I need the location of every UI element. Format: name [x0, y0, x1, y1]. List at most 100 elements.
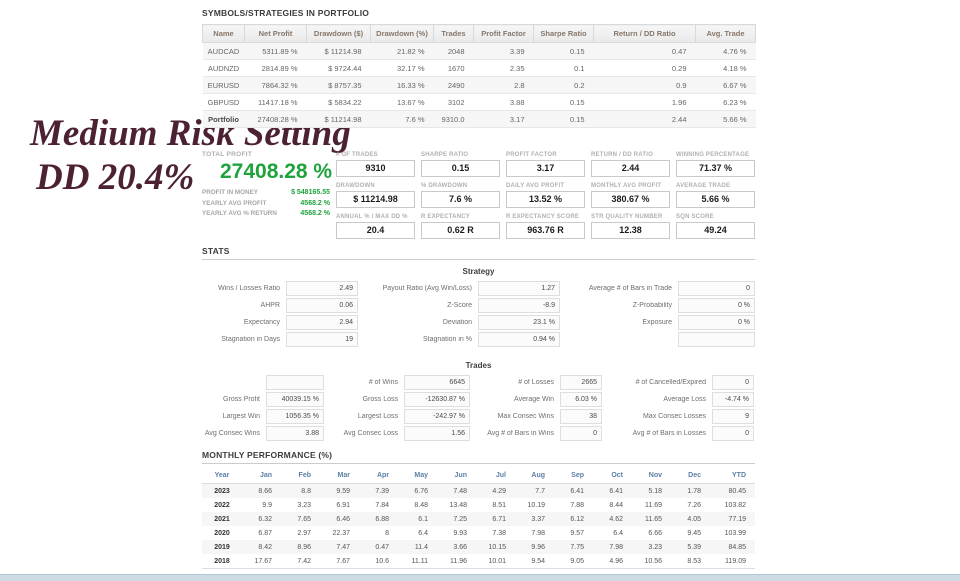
column-header: Year — [202, 467, 242, 484]
column-header: Oct — [593, 467, 632, 484]
kpi-value: 963.76 R — [506, 222, 585, 239]
value-cell: 1.96 — [593, 93, 696, 111]
row-label-cell: 2020 — [214, 529, 230, 537]
value-cell: 103.99 — [724, 529, 746, 537]
stat-value-box: 38 — [560, 409, 602, 424]
value-cell: 8.66 — [258, 487, 272, 495]
value-cell: 9310.0 — [433, 110, 474, 128]
kpi-value: 5.66 % — [676, 191, 755, 208]
value-cell: $ 5834.22 — [306, 93, 371, 111]
value-cell: 9.59 — [336, 487, 350, 495]
table-row: GBPUSD 11417.18 % $ 5834.22 13.67 % 3102 3.88… — [202, 93, 756, 111]
value-cell: 7.39 — [375, 487, 389, 495]
profit-in-money-value: $ 548165.55 — [291, 189, 330, 196]
kpi-box: WINNING PERCENTAGE 71.37 % — [676, 151, 755, 177]
value-cell: 8.53 — [671, 554, 710, 569]
value-cell: 2814.89 % — [244, 59, 307, 77]
value-cell: 4.76 % — [695, 42, 756, 60]
stat-value-box: 0 % — [678, 298, 755, 313]
value-cell: 80.45 — [728, 487, 746, 495]
kpi-box: DAILY AVG PROFIT 13.52 % — [506, 182, 585, 208]
stat-value-box — [678, 332, 755, 347]
kpi-value: 2.44 — [591, 160, 670, 177]
stat-value-box: -242.97 % — [404, 409, 470, 424]
value-cell: 6.76 — [414, 487, 428, 495]
stat-value-box: 0 % — [678, 315, 755, 330]
value-cell: 1670 — [433, 59, 474, 77]
stat-value-box: 2.94 — [286, 315, 358, 330]
value-cell: 4.96 — [593, 554, 632, 569]
stats-divider — [202, 259, 755, 260]
value-cell: 10.56 — [632, 554, 671, 569]
value-cell: 11.69 — [645, 501, 662, 509]
monthly-table-body: 2023 8.66 8.8 9.59 7.39 6.76 7.48 4.29 7.7 6.41 6.… — [202, 483, 755, 569]
value-cell: 3.88 — [473, 93, 534, 111]
stat-label: Deviation — [442, 319, 472, 326]
value-cell: 0.47 — [375, 543, 389, 551]
kpi-value: 13.52 % — [506, 191, 585, 208]
value-cell: 3.17 — [473, 110, 534, 128]
value-cell: $ 9724.44 — [306, 59, 371, 77]
total-profit-label: TOTAL PROFIT — [202, 151, 253, 158]
horizontal-scrollbar[interactable] — [0, 574, 960, 581]
value-cell: 6.71 — [492, 515, 506, 523]
stat-value-box: 3.88 — [266, 426, 324, 441]
stat-value-box: 9 — [712, 409, 754, 424]
stat-value-box: 1.56 — [404, 426, 470, 441]
column-header: Avg. Trade — [695, 24, 756, 43]
kpi-value: 49.24 — [676, 222, 755, 239]
value-cell: 9.96 — [531, 543, 545, 551]
kpi-box: MONTHLY AVG PROFIT 380.67 % — [591, 182, 670, 208]
stats-section-title: STATS — [202, 246, 230, 256]
row-label-cell: 2018 — [202, 554, 242, 569]
value-cell: 6.12 — [570, 515, 584, 523]
row-label-cell: 2019 — [214, 543, 230, 551]
value-cell: 7.42 — [281, 554, 320, 569]
value-cell: 7864.32 % — [244, 76, 307, 94]
kpi-box: SHARPE RATIO 0.15 — [421, 151, 500, 177]
column-header: Jun — [437, 467, 476, 484]
value-cell: 2.44 — [593, 110, 696, 128]
value-cell: 8.48 — [414, 501, 428, 509]
monthly-header-row: Year Jan Feb Mar Apr May Jun Jul Aug Sep Oct Nov Dec… — [202, 467, 755, 484]
value-cell: 119.09 — [710, 554, 755, 569]
kpi-label: % DRAWDOWN — [421, 183, 468, 189]
value-cell: 5.39 — [687, 543, 701, 551]
value-cell: 0.15 — [533, 93, 594, 111]
value-cell: 3.23 — [297, 501, 311, 509]
value-cell: 3.39 — [473, 42, 534, 60]
total-profit-value: 27408.28 % — [220, 160, 333, 183]
stat-label: Avg Consec Loss — [343, 430, 398, 437]
kpi-box: R EXPECTANCY SCORE 963.76 R — [506, 213, 585, 239]
value-cell: 6.66 — [648, 529, 662, 537]
yearly-avg-return-value: 4568.2 % — [300, 210, 330, 217]
overview-section: TOTAL PROFIT 27408.28 % PROFIT IN MONEY … — [202, 151, 755, 244]
column-header: Trades — [433, 24, 474, 43]
value-cell: 6.41 — [609, 487, 623, 495]
stats-section: STATS Strategy Wins / Losses Ratio 2.49 Pa… — [202, 246, 755, 442]
value-cell: 7.7 — [535, 487, 545, 495]
column-header: Drawdown ($) — [306, 24, 371, 43]
kpi-value: 20.4 — [336, 222, 415, 239]
value-cell: 77.19 — [728, 515, 746, 523]
stat-label: # of Wins — [368, 379, 398, 386]
value-cell: 9.05 — [554, 554, 593, 569]
row-label-cell: 2021 — [214, 515, 230, 523]
value-cell: 7.84 — [375, 501, 389, 509]
value-cell: 9.54 — [515, 554, 554, 569]
kpi-value: 3.17 — [506, 160, 585, 177]
value-cell: 2048 — [433, 42, 474, 60]
value-cell: 6.67 % — [695, 76, 756, 94]
value-cell: 6.32 — [258, 515, 272, 523]
value-cell: 2.97 — [297, 529, 311, 537]
stat-value-box: -8.9 — [478, 298, 560, 313]
row-label-cell: 2022 — [214, 501, 230, 509]
column-header: YTD — [710, 467, 755, 484]
kpi-value: 71.37 % — [676, 160, 755, 177]
kpi-label: MONTHLY AVG PROFIT — [591, 183, 662, 189]
kpi-value: 9310 — [336, 160, 415, 177]
stat-label: # of Losses — [518, 379, 554, 386]
kpi-value: 7.6 % — [421, 191, 500, 208]
yearly-avg-profit-value: 4568.2 % — [300, 199, 330, 207]
portfolio-header-row: Name Net Profit Drawdown ($) Drawdown (%) Tr… — [202, 24, 756, 43]
